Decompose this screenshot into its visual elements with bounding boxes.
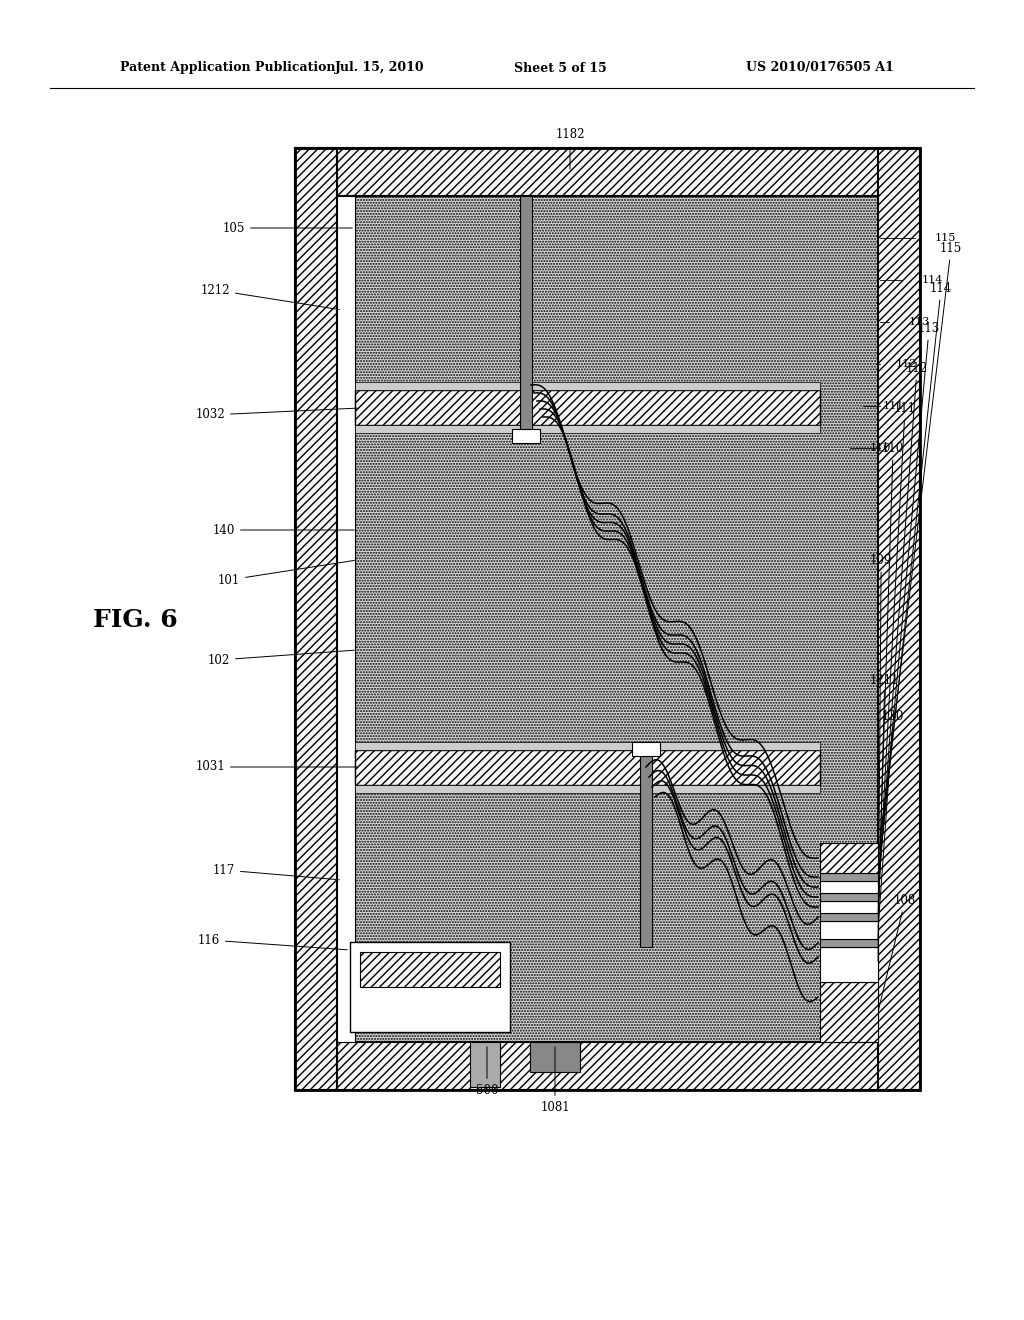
- Text: 1081: 1081: [541, 1047, 569, 1114]
- Text: 112: 112: [896, 359, 918, 370]
- Bar: [512, 429, 540, 444]
- Bar: [820, 843, 878, 873]
- Bar: [878, 148, 920, 1090]
- Text: 1182: 1182: [555, 128, 585, 169]
- Text: 111: 111: [879, 401, 916, 904]
- Text: 500: 500: [476, 1047, 499, 1097]
- Text: 140: 140: [213, 524, 354, 536]
- Text: 117: 117: [213, 863, 339, 879]
- Text: 101: 101: [218, 561, 354, 586]
- Text: 111: 111: [883, 401, 904, 411]
- Bar: [337, 195, 355, 1041]
- Text: 102: 102: [208, 651, 354, 667]
- Text: 115: 115: [935, 234, 956, 243]
- Bar: [820, 902, 878, 913]
- Bar: [820, 946, 878, 982]
- Bar: [295, 148, 920, 195]
- Bar: [820, 982, 878, 1041]
- Text: 1032: 1032: [196, 408, 357, 421]
- Text: FIG. 6: FIG. 6: [93, 609, 177, 632]
- Text: US 2010/0176505 A1: US 2010/0176505 A1: [746, 62, 894, 74]
- Text: 114: 114: [922, 275, 943, 285]
- Bar: [530, 1041, 580, 1072]
- Bar: [470, 1041, 500, 1086]
- Text: 108: 108: [879, 894, 916, 1010]
- Text: 110: 110: [879, 441, 904, 915]
- Bar: [355, 389, 820, 425]
- Bar: [820, 921, 878, 939]
- Bar: [350, 942, 510, 1032]
- Text: Jul. 15, 2010: Jul. 15, 2010: [335, 62, 425, 74]
- Bar: [632, 742, 660, 756]
- Bar: [355, 742, 820, 750]
- Bar: [520, 195, 532, 433]
- Text: 1211: 1211: [870, 673, 899, 940]
- Text: 130: 130: [879, 710, 904, 927]
- Bar: [360, 952, 500, 987]
- Text: Patent Application Publication: Patent Application Publication: [120, 62, 336, 74]
- Text: Sheet 5 of 15: Sheet 5 of 15: [514, 62, 606, 74]
- Text: 1212: 1212: [201, 284, 339, 310]
- Text: 1031: 1031: [196, 760, 357, 774]
- Bar: [820, 939, 878, 946]
- Text: 105: 105: [222, 222, 352, 235]
- Bar: [337, 195, 878, 1041]
- Bar: [295, 1041, 920, 1090]
- Bar: [355, 425, 820, 433]
- Bar: [820, 894, 878, 902]
- Text: 113: 113: [879, 322, 940, 884]
- Text: 113: 113: [909, 317, 931, 327]
- Text: 112: 112: [879, 362, 928, 894]
- Bar: [820, 880, 878, 894]
- Bar: [295, 148, 920, 1090]
- Bar: [640, 742, 652, 946]
- Bar: [295, 148, 337, 1090]
- Bar: [820, 913, 878, 921]
- Text: 110: 110: [870, 444, 891, 453]
- Bar: [355, 750, 820, 785]
- Bar: [355, 381, 820, 389]
- Text: 114: 114: [879, 281, 952, 874]
- Bar: [820, 873, 878, 880]
- Text: 116: 116: [198, 933, 347, 950]
- Text: 115: 115: [879, 242, 963, 855]
- Bar: [355, 785, 820, 793]
- Text: 109: 109: [870, 553, 892, 961]
